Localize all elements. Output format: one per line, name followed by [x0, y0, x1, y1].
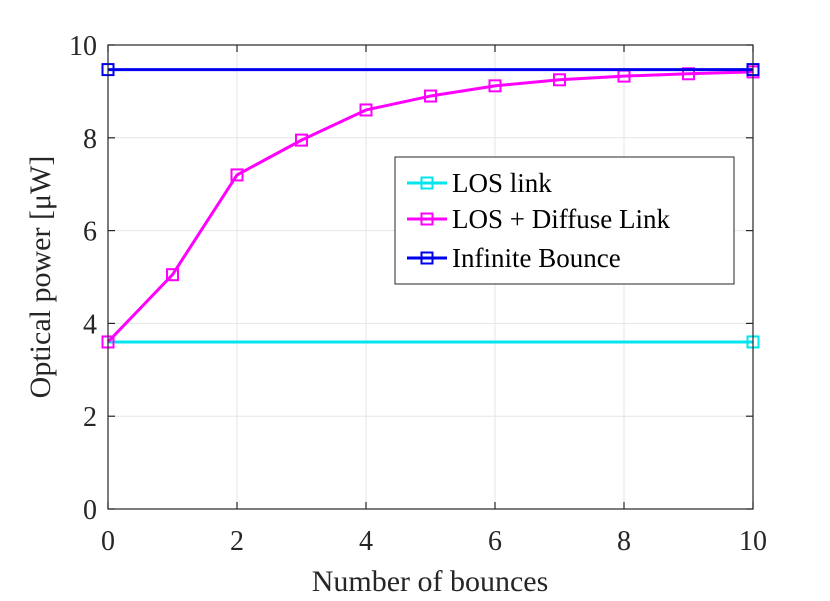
data-point-los-diffuse-link [553, 73, 566, 87]
series-layer [101, 63, 760, 349]
x-tick-label: 4 [359, 526, 373, 557]
legend-entry-infinite-bounce: Infinite Bounce [407, 243, 621, 273]
y-axis-label: Optical power [μW] [24, 156, 57, 399]
y-tick-label: 4 [83, 309, 97, 340]
x-tick-label: 6 [488, 526, 502, 557]
series-line-los-diffuse-link [106, 70, 754, 343]
y-tick-label: 8 [83, 124, 97, 155]
legend-label-los-link: LOS link [452, 168, 552, 198]
legend: LOS link LOS + Diffuse Link Infinite Bou… [394, 156, 735, 285]
y-tick-label: 6 [83, 217, 97, 248]
x-axis-label: Number of bounces [312, 565, 549, 598]
data-point-los-diffuse-link [230, 168, 244, 182]
x-tick-label: 2 [230, 526, 244, 557]
legend-marker-los-diffuse-link [420, 212, 434, 226]
data-point-los-diffuse-link [295, 133, 308, 147]
x-tick-label: 0 [101, 526, 115, 557]
legend-label-infinite-bounce: Infinite Bounce [452, 243, 621, 273]
plot-frame [107, 44, 754, 510]
y-tick-label: 0 [83, 495, 97, 526]
legend-entry-los-diffuse-link: LOS + Diffuse Link [407, 204, 670, 234]
legend-box [394, 156, 735, 285]
data-point-los-diffuse-link [166, 268, 179, 282]
data-point-los-diffuse-link [359, 103, 373, 117]
y-tick-label: 2 [83, 402, 97, 433]
ticks: 0 2 4 6 8 10 0 2 4 6 8 10 [69, 31, 767, 557]
legend-label-los-diffuse-link: LOS + Diffuse Link [452, 204, 670, 234]
x-tick-label: 8 [617, 526, 631, 557]
x-tick-label: 10 [739, 526, 767, 557]
data-point-los-diffuse-link [488, 79, 502, 93]
y-tick-label: 10 [69, 31, 97, 62]
legend-marker-infinite-bounce [420, 251, 434, 265]
data-point-los-diffuse-link [424, 89, 437, 103]
legend-entry-los-link: LOS link [407, 168, 552, 198]
legend-marker-los-link [420, 176, 434, 190]
